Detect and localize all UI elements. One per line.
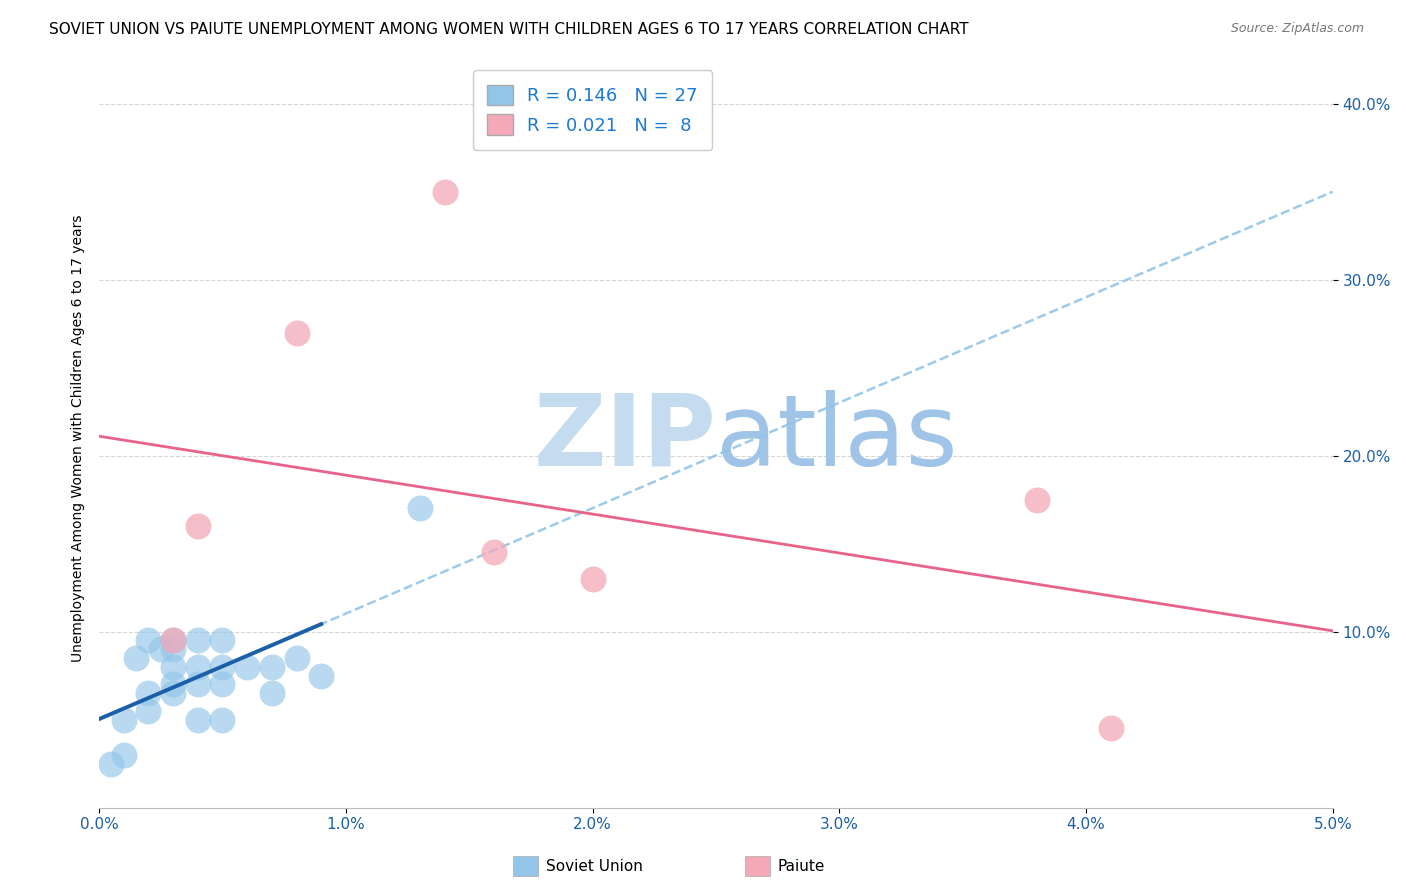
Point — [138, 633, 160, 648]
Point — [211, 677, 233, 691]
Point — [482, 545, 505, 559]
Point — [1099, 722, 1122, 736]
Point — [260, 686, 283, 700]
Point — [187, 677, 209, 691]
Point — [285, 651, 308, 665]
Text: Soviet Union: Soviet Union — [546, 859, 643, 873]
Text: ZIP: ZIP — [533, 390, 716, 487]
Point — [162, 660, 184, 674]
Point — [162, 677, 184, 691]
Legend: R = 0.146   N = 27, R = 0.021   N =  8: R = 0.146 N = 27, R = 0.021 N = 8 — [472, 70, 713, 150]
Point — [409, 501, 432, 516]
Point — [211, 633, 233, 648]
Point — [581, 572, 603, 586]
Point — [138, 686, 160, 700]
Text: SOVIET UNION VS PAIUTE UNEMPLOYMENT AMONG WOMEN WITH CHILDREN AGES 6 TO 17 YEARS: SOVIET UNION VS PAIUTE UNEMPLOYMENT AMON… — [49, 22, 969, 37]
Point — [187, 633, 209, 648]
Point — [309, 668, 332, 682]
Point — [112, 713, 135, 727]
Y-axis label: Unemployment Among Women with Children Ages 6 to 17 years: Unemployment Among Women with Children A… — [72, 214, 86, 662]
Point — [138, 704, 160, 718]
Text: atlas: atlas — [716, 390, 957, 487]
Point — [285, 326, 308, 340]
Point — [1025, 492, 1047, 507]
Point — [149, 642, 172, 657]
Point — [236, 660, 259, 674]
Point — [433, 185, 456, 199]
Point — [260, 660, 283, 674]
Point — [125, 651, 148, 665]
Point — [211, 713, 233, 727]
Point — [187, 660, 209, 674]
Point — [187, 713, 209, 727]
Point — [162, 633, 184, 648]
Text: Paiute: Paiute — [778, 859, 825, 873]
Point — [211, 660, 233, 674]
Text: Source: ZipAtlas.com: Source: ZipAtlas.com — [1230, 22, 1364, 36]
Point — [187, 519, 209, 533]
Point — [162, 686, 184, 700]
Point — [100, 756, 122, 771]
Point — [112, 747, 135, 762]
Point — [162, 642, 184, 657]
Point — [162, 633, 184, 648]
